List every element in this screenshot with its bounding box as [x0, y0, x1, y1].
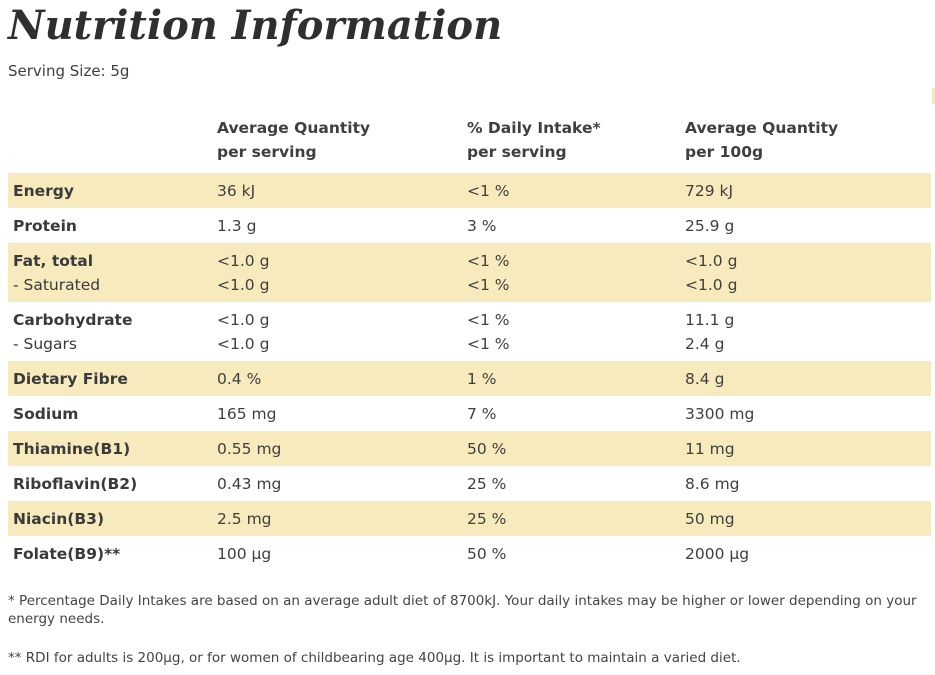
- daily-intake-value: 7 %: [467, 404, 497, 423]
- nutrient-name: Thiamine(B1): [8, 431, 212, 466]
- daily-intake-value: 3 %: [467, 216, 497, 235]
- table-row: Niacin(B3) 2.5 mg 25 % 50 mg: [8, 501, 931, 536]
- per-serving-value: 165 mg: [217, 404, 277, 423]
- header-daily-intake: % Daily Intake* per serving: [467, 119, 601, 161]
- daily-intake-value: <1 %: [462, 173, 680, 208]
- daily-intake-value: <1 % <1 %: [462, 243, 680, 302]
- nutrition-table: Average Quantity per serving % Daily Inta…: [8, 113, 931, 571]
- per-serving-value: <1.0 g <1.0 g: [212, 243, 462, 302]
- per-100g-value: 11 mg: [680, 431, 931, 466]
- per-100g-value: 50 mg: [680, 501, 931, 536]
- table-row: Riboflavin(B2) 0.43 mg 25 % 8.6 mg: [8, 466, 931, 501]
- table-row: Sodium 165 mg 7 % 3300 mg: [8, 396, 931, 431]
- nutrient-name: Niacin(B3): [8, 501, 212, 536]
- per-100g-value: 11.1 g 2.4 g: [685, 310, 735, 353]
- per-100g-value: 8.6 mg: [685, 474, 740, 493]
- nutrient-name: Riboflavin(B2): [13, 474, 138, 493]
- nutrient-name: Sodium: [13, 404, 79, 423]
- sub-nutrient-name: - Saturated: [13, 275, 101, 294]
- per-serving-value: 36 kJ: [212, 173, 462, 208]
- per-serving-value: 2.5 mg: [212, 501, 462, 536]
- daily-intake-value: 50 %: [467, 544, 507, 563]
- sub-nutrient-name: - Sugars: [13, 334, 77, 353]
- per-serving-value: 0.4 %: [212, 361, 462, 396]
- table-row: Fat, total - Saturated <1.0 g <1.0 g <1 % <…: [8, 243, 931, 302]
- table-row: Dietary Fibre 0.4 % 1 % 8.4 g: [8, 361, 931, 396]
- per-100g-value: 729 kJ: [680, 173, 931, 208]
- nutrient-name: Folate(B9)**: [13, 544, 121, 563]
- per-serving-value: 1.3 g: [217, 216, 257, 235]
- header-per-100g: Average Quantity per 100g: [685, 119, 839, 161]
- per-serving-value: 0.43 mg: [217, 474, 282, 493]
- daily-intake-value: 50 %: [462, 431, 680, 466]
- per-100g-value: 8.4 g: [680, 361, 931, 396]
- table-row: Carbohydrate - Sugars <1.0 g <1.0 g <1 % <1…: [8, 302, 931, 361]
- edge-decoration: [932, 88, 935, 104]
- table-row: Thiamine(B1) 0.55 mg 50 % 11 mg: [8, 431, 931, 466]
- per-serving-value: 100 µg: [217, 544, 272, 563]
- per-serving-value: <1.0 g <1.0 g: [217, 310, 270, 353]
- daily-intake-value: 25 %: [467, 474, 507, 493]
- per-100g-value: 2000 µg: [685, 544, 750, 563]
- footnote-rdi: ** RDI for adults is 200µg, or for women…: [8, 650, 741, 666]
- nutrient-name: Energy: [8, 173, 212, 208]
- serving-size: Serving Size: 5g: [8, 62, 130, 80]
- table-row: Protein 1.3 g 3 % 25.9 g: [8, 208, 931, 243]
- per-100g-value: <1.0 g <1.0 g: [680, 243, 931, 302]
- daily-intake-value: 25 %: [462, 501, 680, 536]
- table-header-row: Average Quantity per serving % Daily Inta…: [8, 113, 931, 173]
- nutrient-name: Protein: [13, 216, 77, 235]
- nutrient-name: Dietary Fibre: [8, 361, 212, 396]
- per-100g-value: 3300 mg: [685, 404, 755, 423]
- daily-intake-value: 1 %: [462, 361, 680, 396]
- footnote-daily-intake: * Percentage Daily Intakes are based on …: [8, 593, 917, 627]
- table-row: Energy 36 kJ <1 % 729 kJ: [8, 173, 931, 208]
- header-per-serving: Average Quantity per serving: [217, 119, 371, 161]
- header-nutrient: [8, 113, 212, 173]
- per-100g-value: 25.9 g: [685, 216, 735, 235]
- nutrient-name: Fat, total - Saturated: [8, 243, 212, 302]
- per-serving-value: 0.55 mg: [212, 431, 462, 466]
- page-title: Nutrition Information: [8, 2, 503, 49]
- nutrient-name: Carbohydrate - Sugars: [8, 302, 212, 361]
- daily-intake-value: <1 % <1 %: [467, 310, 510, 353]
- table-row: Folate(B9)** 100 µg 50 % 2000 µg: [8, 536, 931, 571]
